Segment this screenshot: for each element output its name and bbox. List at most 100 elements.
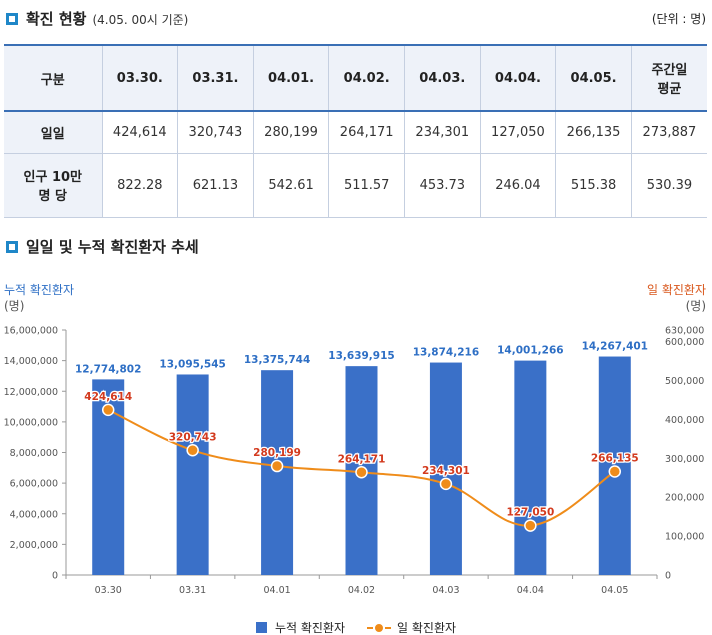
legend-item-bar[interactable]: 누적 확진환자 xyxy=(255,619,346,635)
right-tick-label: 0 xyxy=(665,571,671,582)
status-table: 구분 03.30. 03.31. 04.01. 04.02. 04.03. 04… xyxy=(4,44,707,218)
unit-label: (단위 : 명) xyxy=(651,12,706,26)
row-label: 일일 xyxy=(4,110,103,154)
table-cell-avg: 530.39 xyxy=(631,153,707,218)
right-tick-label: 500,000 xyxy=(665,376,704,387)
left-tick-label: 10,000,000 xyxy=(4,417,58,428)
bar-label: 14,001,266 xyxy=(497,345,563,357)
trend-chart: 0 2,000,000 4,000,000 6,000,000 8,000,000 10,… xyxy=(4,326,705,597)
avg-header-line1: 주간일 xyxy=(651,63,688,78)
table-cell: 542.61 xyxy=(253,153,330,218)
table-cell: 621.13 xyxy=(177,153,254,218)
line-point-label: 266,135 xyxy=(591,453,639,465)
table-cell-avg: 273,887 xyxy=(631,110,707,154)
trend-section-header: 일일 및 누적 확진환자 추세 xyxy=(6,236,199,257)
table-cell: 246.04 xyxy=(480,153,557,218)
line-point-label: 424,614 xyxy=(84,391,132,403)
line-point xyxy=(355,466,368,479)
table-cell: 234,301 xyxy=(404,110,481,154)
table-cell: 424,614 xyxy=(102,110,179,154)
legend-line-swatch xyxy=(367,622,392,634)
bar xyxy=(429,362,462,575)
section-bullet-icon xyxy=(6,13,18,25)
bar-label: 13,095,545 xyxy=(159,358,225,370)
row-label: 인구 10만 명 당 xyxy=(4,153,103,218)
line-point-label: 264,171 xyxy=(338,453,386,465)
right-tick-label: 300,000 xyxy=(665,454,704,465)
table-cell: 266,135 xyxy=(555,110,632,154)
bar xyxy=(261,370,294,575)
left-tick-label: 16,000,000 xyxy=(4,326,58,337)
legend-line-label: 일 확진환자 xyxy=(397,621,457,635)
table-header-date: 04.02. xyxy=(328,44,405,112)
table-cell: 264,171 xyxy=(328,110,405,154)
table-header-date: 04.01. xyxy=(253,44,330,112)
bar-label: 13,874,216 xyxy=(413,347,479,359)
left-tick-label: 0 xyxy=(52,571,58,582)
right-tick-label: 100,000 xyxy=(665,532,704,543)
table-cell: 515.38 xyxy=(555,153,632,218)
left-tick-label: 12,000,000 xyxy=(4,387,58,398)
bar xyxy=(514,360,547,575)
x-tick-label: 04.05 xyxy=(601,585,628,596)
table-cell: 822.28 xyxy=(102,153,179,218)
line-point xyxy=(439,477,453,491)
left-tick-label: 14,000,000 xyxy=(4,356,58,367)
table-cell: 320,743 xyxy=(177,110,254,154)
x-tick-label: 03.30 xyxy=(95,585,122,596)
right-axis-title: 일 확진환자 (명) xyxy=(647,282,706,314)
right-axis-title-text: 일 확진환자 xyxy=(646,283,706,297)
line-point xyxy=(270,459,284,473)
x-tick-label: 04.03 xyxy=(432,585,459,596)
table-header-date: 03.31. xyxy=(177,44,254,112)
left-axis-title-text: 누적 확진환자 xyxy=(4,283,75,297)
left-tick-label: 4,000,000 xyxy=(10,509,58,520)
line-point-label: 127,050 xyxy=(506,507,554,519)
table-header-date: 03.30. xyxy=(102,44,179,112)
left-tick-label: 8,000,000 xyxy=(10,448,58,459)
bar xyxy=(176,374,209,575)
bar-label: 14,267,401 xyxy=(582,341,648,353)
legend-bar-label: 누적 확진환자 xyxy=(274,621,346,635)
row-label-line2: 명 당 xyxy=(38,189,67,204)
line-point-label: 234,301 xyxy=(422,465,470,477)
status-title: 확진 현황 xyxy=(26,10,87,28)
x-tick-label: 04.01 xyxy=(263,585,290,596)
table-cell: 280,199 xyxy=(253,110,330,154)
table-cell: 453.73 xyxy=(404,153,481,218)
row-label-line1: 인구 10만 xyxy=(23,170,83,185)
legend-bar-swatch xyxy=(255,622,267,633)
legend-item-line[interactable]: 일 확진환자 xyxy=(367,619,456,635)
table-header-date: 04.03. xyxy=(404,44,481,112)
left-axis-title: 누적 확진환자 (명) xyxy=(4,282,74,314)
table-cell: 511.57 xyxy=(328,153,405,218)
x-tick-label: 03.31 xyxy=(179,585,206,596)
line-point xyxy=(608,465,622,478)
table-header-avg: 주간일 평균 xyxy=(631,44,707,112)
line-point xyxy=(186,444,199,457)
bar-label: 13,375,744 xyxy=(244,354,310,366)
right-tick-label: 630,000 xyxy=(665,326,704,337)
left-tick-label: 6,000,000 xyxy=(10,479,58,490)
right-tick-label: 600,000 xyxy=(665,337,704,348)
bar-label: 12,774,802 xyxy=(75,363,141,375)
table-row: 일일 424,614 320,743 280,199 264,171 234,3… xyxy=(4,110,707,154)
table-row: 인구 10만 명 당 822.28 621.13 542.61 511.57 4… xyxy=(4,153,707,218)
status-section-header: 확진 현황 (4.05. 00시 기준) xyxy=(6,8,188,29)
right-axis-unit: (명) xyxy=(685,299,706,313)
table-header-date: 04.05. xyxy=(555,44,632,112)
line-point xyxy=(524,519,537,532)
right-tick-label: 200,000 xyxy=(665,493,704,504)
avg-header-line2: 평균 xyxy=(657,82,682,97)
line-point-label: 280,199 xyxy=(253,447,301,459)
left-tick-label: 2,000,000 xyxy=(10,540,58,551)
table-header-row: 구분 03.30. 03.31. 04.01. 04.02. 04.03. 04… xyxy=(4,44,707,112)
line-point xyxy=(101,403,115,417)
trend-title: 일일 및 누적 확진환자 추세 xyxy=(26,238,199,256)
x-tick-label: 04.04 xyxy=(517,585,544,596)
table-header-date: 04.04. xyxy=(480,44,557,112)
left-axis-unit: (명) xyxy=(4,299,25,313)
section-bullet-icon xyxy=(6,241,18,253)
table-header-first: 구분 xyxy=(4,44,103,112)
status-subtitle: (4.05. 00시 기준) xyxy=(92,13,189,27)
